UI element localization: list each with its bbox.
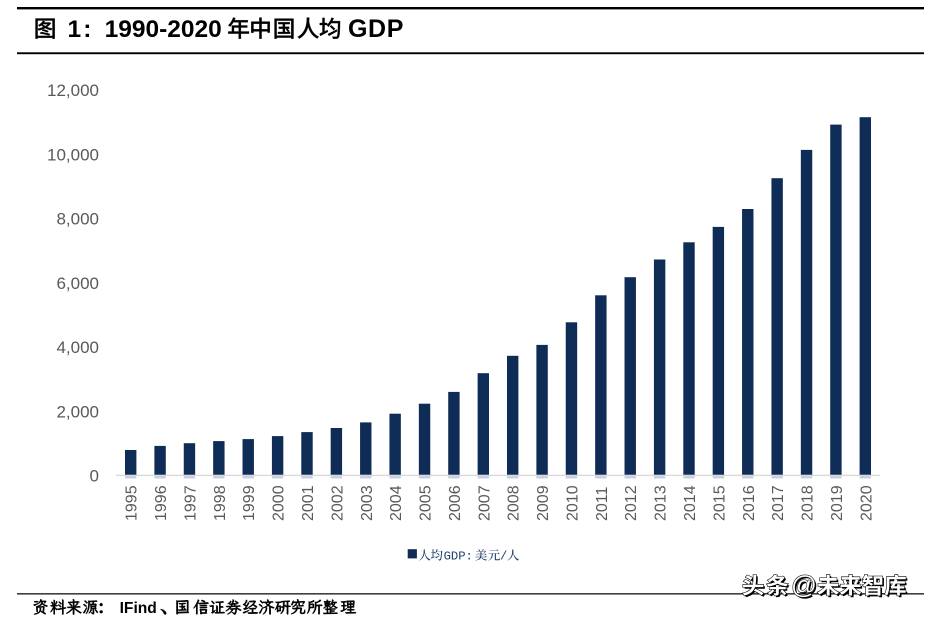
svg-text:2002: 2002 <box>329 485 346 521</box>
svg-text:2013: 2013 <box>653 485 670 521</box>
svg-text:8,000: 8,000 <box>56 210 99 229</box>
svg-text:1995: 1995 <box>124 485 141 521</box>
svg-text:2019: 2019 <box>829 485 846 521</box>
svg-text:2018: 2018 <box>800 485 817 521</box>
svg-text:2,000: 2,000 <box>56 402 99 421</box>
svg-text::: : <box>83 16 91 43</box>
svg-text:0: 0 <box>90 467 99 486</box>
svg-text:2012: 2012 <box>623 485 640 521</box>
svg-text:2008: 2008 <box>506 485 523 521</box>
svg-text:1996: 1996 <box>153 485 170 521</box>
svg-text:2020: 2020 <box>858 485 875 521</box>
svg-text:2015: 2015 <box>711 485 728 521</box>
svg-text:1999: 1999 <box>241 485 258 521</box>
svg-text:/: / <box>500 550 507 564</box>
svg-text:2009: 2009 <box>535 485 552 521</box>
svg-text:1997: 1997 <box>182 485 199 521</box>
svg-text:2006: 2006 <box>447 485 464 521</box>
svg-text:12,000: 12,000 <box>47 81 99 100</box>
svg-text:2005: 2005 <box>418 485 435 521</box>
svg-text:GDP:: GDP: <box>444 550 473 564</box>
svg-text:2001: 2001 <box>300 485 317 521</box>
svg-text:2003: 2003 <box>359 485 376 521</box>
svg-text:1990-2020: 1990-2020 <box>105 16 222 43</box>
svg-text:IFind: IFind <box>120 600 157 617</box>
svg-text:2000: 2000 <box>271 485 288 521</box>
svg-text:1998: 1998 <box>212 485 229 521</box>
svg-text:6,000: 6,000 <box>56 274 99 293</box>
svg-text:1: 1 <box>68 16 82 43</box>
svg-text:GDP: GDP <box>348 15 404 43</box>
svg-text:2010: 2010 <box>564 485 581 521</box>
svg-text:10,000: 10,000 <box>47 145 99 164</box>
svg-text:2011: 2011 <box>594 486 611 521</box>
svg-text:2014: 2014 <box>682 485 699 521</box>
svg-text:4,000: 4,000 <box>56 338 99 357</box>
svg-text:2004: 2004 <box>388 485 405 521</box>
svg-text:2017: 2017 <box>770 485 787 521</box>
svg-text:2016: 2016 <box>741 485 758 521</box>
svg-text:2007: 2007 <box>476 485 493 521</box>
